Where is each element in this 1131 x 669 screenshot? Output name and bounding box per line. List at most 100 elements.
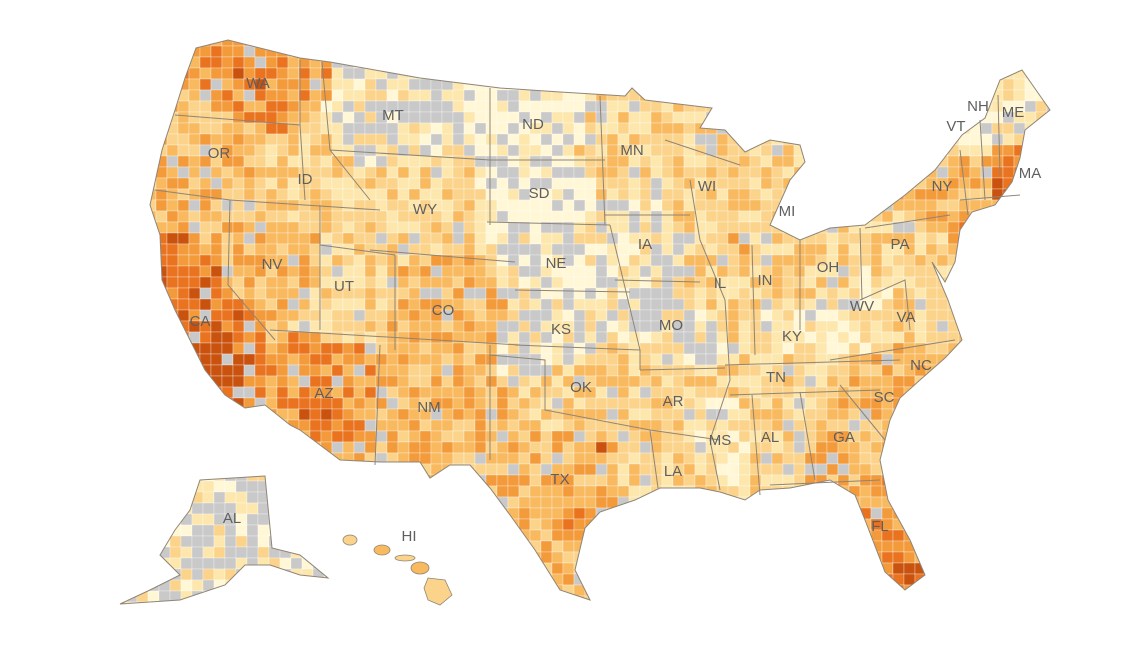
county-cell bbox=[837, 287, 850, 300]
county-cell bbox=[683, 210, 696, 223]
county-cell bbox=[782, 463, 795, 476]
county-cell bbox=[342, 441, 355, 454]
county-cell bbox=[287, 276, 300, 289]
county-cell bbox=[562, 287, 575, 300]
county-cell bbox=[430, 496, 443, 509]
county-cell bbox=[1035, 287, 1048, 300]
county-cell bbox=[793, 540, 806, 553]
county-cell bbox=[837, 584, 850, 597]
county-cell bbox=[958, 419, 971, 432]
county-cell bbox=[287, 232, 300, 245]
county-cell bbox=[925, 67, 938, 80]
county-cell bbox=[749, 89, 762, 102]
county-cell bbox=[1013, 507, 1026, 520]
county-cell bbox=[947, 573, 960, 586]
county-cell bbox=[265, 452, 278, 465]
county-cell bbox=[672, 78, 685, 91]
county-cell bbox=[155, 309, 168, 322]
county-cell bbox=[199, 45, 212, 58]
county-cell bbox=[716, 463, 729, 476]
county-cell bbox=[881, 463, 894, 476]
county-cell bbox=[881, 452, 894, 465]
county-cell bbox=[188, 254, 201, 267]
county-cell bbox=[287, 496, 300, 509]
county-cell bbox=[694, 551, 707, 564]
county-cell bbox=[837, 452, 850, 465]
county-cell bbox=[683, 40, 696, 47]
county-cell bbox=[441, 496, 454, 509]
county-cell bbox=[837, 331, 850, 344]
county-cell bbox=[1024, 265, 1037, 278]
county-cell bbox=[287, 265, 300, 278]
county-cell bbox=[496, 188, 509, 201]
county-cell bbox=[738, 111, 751, 124]
county-cell bbox=[496, 67, 509, 80]
county-cell bbox=[386, 45, 399, 58]
county-cell bbox=[265, 287, 278, 300]
county-cell bbox=[881, 595, 894, 600]
county-cell bbox=[991, 45, 1004, 58]
county-cell bbox=[881, 155, 894, 168]
state-label-ar: AR bbox=[663, 393, 684, 410]
county-cell bbox=[870, 430, 883, 443]
county-cell bbox=[1024, 100, 1037, 113]
county-cell bbox=[595, 551, 608, 564]
county-cell bbox=[1035, 78, 1048, 91]
county-cell bbox=[496, 111, 509, 124]
county-cell bbox=[1046, 45, 1050, 58]
county-cell bbox=[463, 265, 476, 278]
county-cell bbox=[551, 40, 564, 47]
state-label-id: ID bbox=[298, 171, 313, 188]
county-cell bbox=[430, 100, 443, 113]
county-cell bbox=[859, 56, 872, 69]
county-cell bbox=[276, 221, 289, 234]
county-cell bbox=[364, 551, 377, 564]
county-cell bbox=[276, 133, 289, 146]
county-cell bbox=[331, 309, 344, 322]
county-cell bbox=[232, 78, 245, 91]
county-cell bbox=[837, 210, 850, 223]
county-cell bbox=[672, 56, 685, 69]
county-cell bbox=[430, 265, 443, 278]
county-cell bbox=[991, 254, 1004, 267]
county-cell bbox=[287, 397, 300, 410]
county-cell bbox=[892, 496, 905, 509]
county-cell bbox=[760, 144, 773, 157]
county-cell bbox=[837, 265, 850, 278]
county-cell bbox=[188, 397, 201, 410]
county-cell bbox=[452, 67, 465, 80]
county-cell bbox=[474, 177, 487, 190]
county-cell bbox=[1035, 419, 1048, 432]
county-cell bbox=[452, 100, 465, 113]
county-cell bbox=[980, 221, 993, 234]
county-cell bbox=[826, 45, 839, 58]
county-cell bbox=[155, 441, 168, 454]
county-cell bbox=[870, 144, 883, 157]
county-cell bbox=[925, 133, 938, 146]
county-cell bbox=[738, 573, 751, 586]
county-cell bbox=[235, 476, 248, 482]
county-cell bbox=[287, 254, 300, 267]
county-cell bbox=[150, 298, 157, 311]
county-cell bbox=[716, 144, 729, 157]
county-cell bbox=[782, 419, 795, 432]
county-cell bbox=[618, 607, 629, 618]
county-cell bbox=[947, 551, 960, 564]
county-cell bbox=[573, 551, 586, 564]
county-cell bbox=[903, 595, 916, 600]
county-cell bbox=[826, 375, 839, 388]
county-cell bbox=[980, 40, 993, 47]
county-cell bbox=[331, 155, 344, 168]
county-cell bbox=[309, 210, 322, 223]
county-cell bbox=[672, 155, 685, 168]
county-cell bbox=[650, 155, 663, 168]
county-cell bbox=[474, 353, 487, 366]
county-cell bbox=[793, 551, 806, 564]
county-cell bbox=[150, 375, 157, 388]
county-cell bbox=[507, 111, 520, 124]
county-cell bbox=[120, 491, 127, 504]
county-cell bbox=[496, 408, 509, 421]
county-cell bbox=[265, 419, 278, 432]
county-cell bbox=[518, 89, 531, 102]
county-cell bbox=[353, 441, 366, 454]
